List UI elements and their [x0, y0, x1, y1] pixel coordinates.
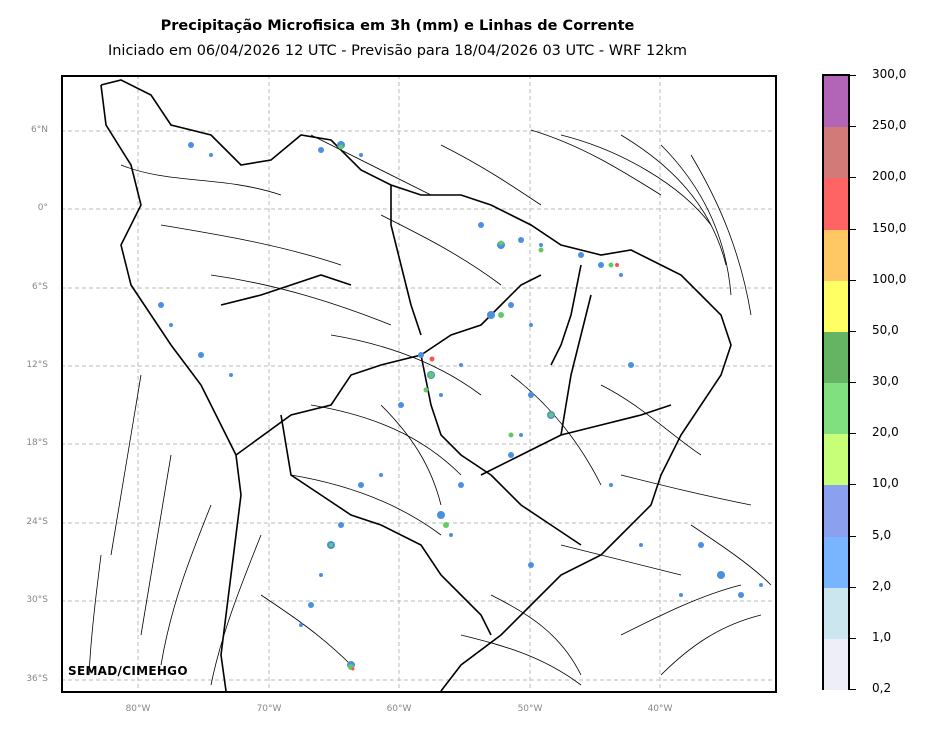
colorbar-label: 150,0 [872, 220, 907, 235]
colorbar-label: 5,0 [872, 527, 892, 542]
colorbar-segment [824, 178, 848, 230]
lon-label: 60°W [386, 704, 412, 714]
map-subtitle: Iniciado em 06/04/2026 12 UTC - Previsão… [107, 43, 688, 59]
colorbar-tick [850, 433, 856, 435]
lat-label: 0° [37, 203, 48, 213]
colorbar-tick [850, 75, 856, 76]
colorbar-segment [824, 127, 848, 179]
colorbar-segment [824, 76, 848, 128]
colorbar-label: 0,2 [872, 681, 892, 695]
graticule [61, 75, 775, 691]
lat-label: 6°S [32, 282, 48, 292]
colorbar-label: 2,0 [872, 578, 892, 593]
colorbar-tick [850, 689, 856, 690]
colorbar-tick [850, 126, 856, 128]
colorbar-label: 100,0 [872, 271, 907, 286]
map-frame [61, 75, 777, 693]
colorbar-tick [850, 177, 856, 179]
lon-label: 50°W [517, 704, 543, 714]
colorbar-segment [824, 638, 848, 691]
colorbar [822, 74, 850, 691]
colorbar-tick [850, 484, 856, 486]
colorbar-label: 300,0 [872, 67, 907, 81]
colorbar-segment [824, 536, 848, 589]
colorbar-segment [824, 485, 848, 537]
colorbar-segment [824, 434, 848, 486]
colorbar-segment [824, 280, 848, 333]
colorbar-segment [824, 587, 848, 640]
colorbar-tick [850, 228, 856, 230]
precip-heavy [351, 263, 619, 671]
lat-label: 6°N [31, 125, 48, 135]
lat-label: 12°S [26, 360, 48, 370]
colorbar-tick [850, 279, 856, 281]
precip-moderate [329, 144, 614, 670]
lon-label: 40°W [647, 704, 673, 714]
lat-label: 36°S [26, 674, 48, 684]
lat-label: 24°S [26, 517, 48, 527]
colorbar-label: 250,0 [872, 118, 907, 133]
credit-label: SEMAD/CIMEHGO [68, 664, 188, 678]
streamlines [88, 129, 772, 686]
colorbar-label: 30,0 [872, 374, 899, 388]
colorbar-tick [850, 637, 856, 639]
colorbar-tick [850, 382, 856, 383]
colorbar-label: 1,0 [872, 629, 892, 644]
colorbar-tick [850, 586, 856, 588]
colorbar-segment [824, 331, 848, 384]
colorbar-segment [824, 229, 848, 282]
colorbar-segment [824, 383, 848, 435]
map-title: Precipitação Microfisica em 3h (mm) e Li… [160, 18, 635, 34]
colorbar-label: 10,0 [872, 476, 899, 491]
lat-label: 30°S [26, 595, 48, 605]
lon-label: 70°W [256, 704, 282, 714]
lon-label: 80°W [125, 704, 151, 714]
colorbar-label: 50,0 [872, 322, 899, 337]
colorbar-label: 20,0 [872, 425, 899, 440]
colorbar-label: 200,0 [872, 169, 907, 184]
colorbar-tick [850, 330, 856, 332]
map-canvas [61, 75, 775, 691]
lat-label: 18°S [26, 438, 48, 448]
colorbar-tick [850, 535, 856, 537]
